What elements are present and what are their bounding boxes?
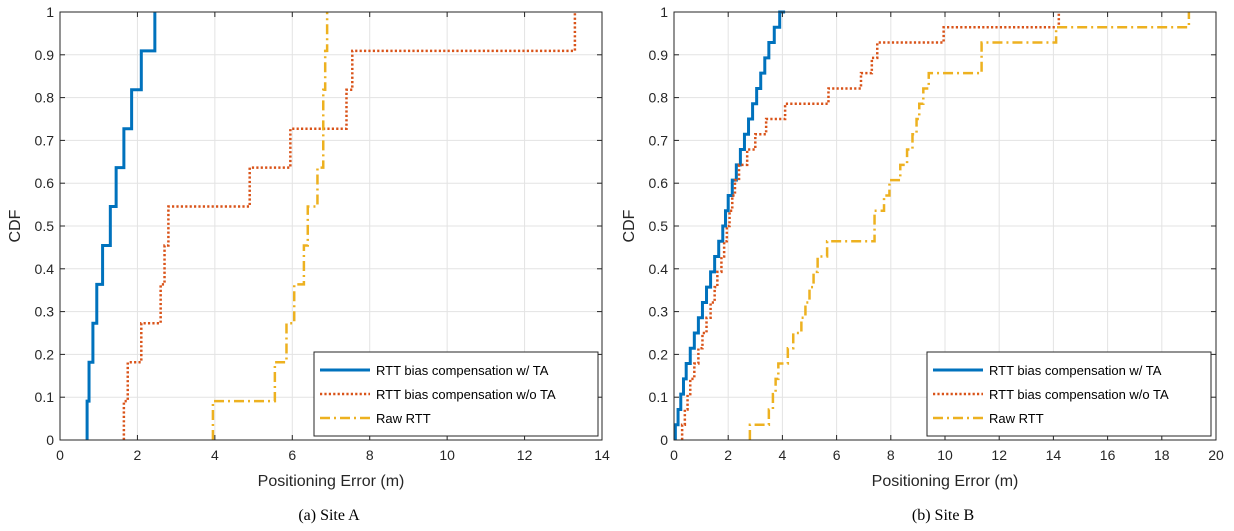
y-tick-label: 1	[46, 4, 54, 20]
x-tick-label: 18	[1154, 447, 1170, 463]
y-tick-label: 0.9	[35, 47, 55, 63]
x-tick-label: 16	[1100, 447, 1116, 463]
x-tick-label: 8	[366, 447, 374, 463]
x-tick-label: 4	[779, 447, 787, 463]
x-tick-label: 6	[288, 447, 296, 463]
y-tick-label: 0	[660, 432, 668, 448]
chart-panel-1: 0 2 4 6 8 10 12 14 16 18 20 0 0.1 0.2 0.3 0.4 0.5 0.6 0.7 0…	[621, 4, 1224, 524]
y-tick-label: 0.8	[649, 90, 669, 106]
subfigure-caption: (a) Site A	[298, 507, 360, 524]
legend: RTT bias compensation w/ TA RTT bias comp…	[313, 351, 599, 437]
x-tick-label: 20	[1208, 447, 1224, 463]
series-line-2	[211, 12, 329, 440]
legend-label-1: RTT bias compensation w/o TA	[376, 387, 556, 402]
y-tick-label: 0.8	[35, 90, 55, 106]
y-tick-label: 0.7	[649, 132, 669, 148]
y-tick-label: 1	[660, 4, 668, 20]
legend-label-0: RTT bias compensation w/ TA	[989, 363, 1162, 378]
series-line-1	[122, 12, 577, 440]
y-tick-label: 0.4	[649, 261, 669, 277]
x-tick-label: 14	[594, 447, 610, 463]
series-line-1	[680, 12, 1061, 440]
series-line-0	[673, 10, 786, 440]
legend-label-1: RTT bias compensation w/o TA	[989, 387, 1169, 402]
legend: RTT bias compensation w/ TA RTT bias comp…	[926, 351, 1212, 437]
x-axis-label: Positioning Error (m)	[258, 473, 405, 490]
series-line-0	[85, 12, 157, 440]
y-tick-label: 0.7	[35, 132, 55, 148]
y-tick-label: 0.1	[649, 389, 669, 405]
x-tick-label: 10	[937, 447, 953, 463]
y-tick-label: 0.4	[35, 261, 55, 277]
x-tick-label: 6	[833, 447, 841, 463]
x-axis-label: Positioning Error (m)	[872, 473, 1019, 490]
x-tick-label: 10	[439, 447, 455, 463]
x-tick-label: 12	[991, 447, 1007, 463]
y-tick-label: 0.9	[649, 47, 669, 63]
subfigure-caption: (b) Site B	[912, 507, 974, 524]
y-axis-label: CDF	[621, 209, 638, 242]
y-tick-label: 0.1	[35, 389, 55, 405]
legend-label-2: Raw RTT	[989, 411, 1044, 426]
x-tick-label: 2	[134, 447, 142, 463]
y-tick-label: 0.3	[35, 304, 55, 320]
x-tick-label: 8	[887, 447, 895, 463]
y-tick-label: 0	[46, 432, 54, 448]
x-tick-label: 2	[724, 447, 732, 463]
y-axis-label: CDF	[7, 209, 24, 242]
y-tick-label: 0.5	[35, 218, 55, 234]
x-tick-label: 14	[1046, 447, 1062, 463]
y-tick-label: 0.2	[35, 346, 55, 362]
y-tick-label: 0.6	[35, 175, 55, 191]
x-tick-label: 0	[670, 447, 678, 463]
legend-label-2: Raw RTT	[376, 411, 431, 426]
legend-label-0: RTT bias compensation w/ TA	[376, 363, 549, 378]
chart-panel-0: 0 2 4 6 8 10 12 14 0 0.1 0.2 0.3 0.4 0.5 0.6 0.7 0.8 0.9 1…	[7, 4, 610, 524]
x-tick-label: 12	[517, 447, 533, 463]
y-tick-label: 0.5	[649, 218, 669, 234]
x-tick-label: 0	[56, 447, 64, 463]
x-tick-label: 4	[211, 447, 219, 463]
y-tick-label: 0.3	[649, 304, 669, 320]
y-tick-label: 0.2	[649, 346, 669, 362]
y-tick-label: 0.6	[649, 175, 669, 191]
